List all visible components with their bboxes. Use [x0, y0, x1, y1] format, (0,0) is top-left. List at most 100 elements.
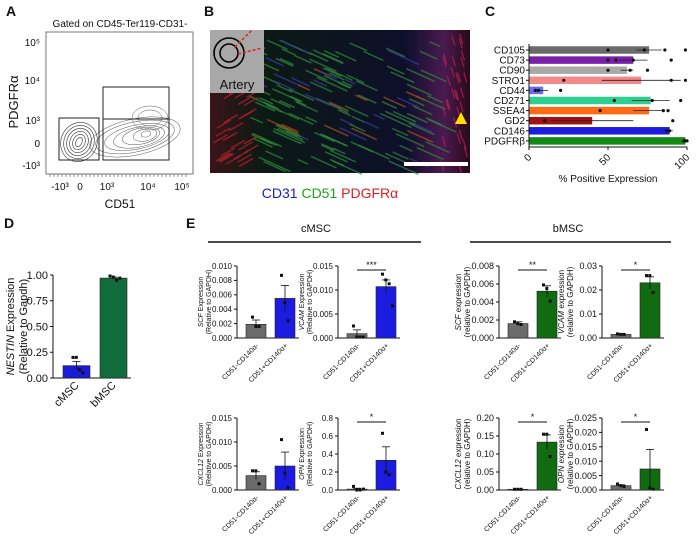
- fiber-streak: [273, 127, 306, 144]
- pdgfra-streak: [456, 72, 462, 83]
- flow-x-tick: 10³: [100, 182, 115, 193]
- subplot-scf: 0.0000.0020.0040.0060.0080.010CD51-CD140…: [198, 262, 299, 384]
- fiber-streak: [281, 123, 299, 133]
- flow-x-label: CD51: [105, 197, 136, 211]
- y-axis-label-2: (relative to GAPDH): [566, 418, 575, 489]
- data-point: [254, 469, 258, 473]
- fiber-streak: [373, 113, 385, 120]
- data-point: [74, 355, 78, 359]
- y-tick-label: 0.000: [212, 334, 233, 343]
- y-axis-label-2: (Relative to GAPDH): [307, 422, 314, 487]
- pdgfra-streak: [215, 127, 231, 137]
- fiber-streak: [364, 121, 380, 129]
- fiber-streak: [288, 88, 315, 102]
- fiber-streak: [260, 137, 277, 147]
- y-tick-label: 0.02: [579, 285, 597, 295]
- fiber-streak: [324, 151, 348, 163]
- fiber-streak: [388, 160, 419, 176]
- fiber-streak: [293, 54, 312, 64]
- fiber-streak: [279, 57, 294, 66]
- panel-e-bar-charts: cMSC bMSC 0.0000.0020.0040.0060.0080.010…: [198, 223, 671, 536]
- data-point: [548, 455, 552, 459]
- y-tick-label: 0.008: [212, 276, 233, 285]
- fiber-streak: [322, 67, 342, 77]
- data-point: [664, 129, 669, 133]
- data-point: [111, 275, 115, 279]
- flow-y-label: PDGFRα: [6, 75, 21, 129]
- fiber-streak: [325, 67, 353, 82]
- y-tick-label: 0.75: [27, 296, 48, 308]
- data-point: [381, 431, 384, 435]
- subplot-vcam: 0.0000.0050.0100.015CD51-CD140α-CD51+CD1…: [299, 260, 400, 384]
- fiber-streak: [384, 110, 416, 126]
- y-tick-label: 0.2: [322, 468, 334, 477]
- y-tick-label: 0.00: [579, 333, 597, 343]
- panel-d-bar-chart: 0.00 0.25 0.50 0.75 1.00 cMSC bMSC NESTIN Expre…: [5, 270, 131, 410]
- y-axis-label-text: expression: [557, 425, 566, 466]
- fiber-streak: [308, 52, 329, 63]
- data-point: [513, 487, 516, 491]
- y-axis-label-gene: NESTIN: [5, 335, 17, 375]
- significance-marker: *: [370, 412, 374, 422]
- bar: [99, 277, 128, 379]
- y-tick-label: 0.03: [579, 261, 597, 271]
- category-label: CD146: [494, 126, 526, 137]
- pdgfra-streak: [446, 99, 451, 110]
- data-point: [642, 48, 646, 52]
- data-point: [254, 324, 258, 328]
- data-point: [519, 323, 523, 326]
- data-point: [390, 304, 394, 308]
- fiber-streak: [276, 84, 293, 93]
- flow-y-tick: -10³: [22, 161, 40, 172]
- fiber-streak: [270, 97, 291, 109]
- pdgfra-streak: [442, 53, 448, 64]
- fiber-streak: [288, 112, 314, 126]
- fiber-streak: [272, 130, 302, 145]
- panel-label-e: E: [186, 215, 195, 231]
- data-point: [606, 68, 610, 72]
- pdgfra-streak: [458, 129, 463, 140]
- artery-inner-circle-icon: [219, 43, 239, 63]
- fiber-streak: [252, 137, 273, 148]
- fiber-streak: [408, 98, 425, 107]
- y-axis-label-2: (relative to GAPDH): [463, 266, 472, 337]
- data-point: [606, 48, 610, 52]
- data-point: [384, 470, 388, 474]
- y-axis-label-text: Expression: [198, 422, 205, 459]
- data-point: [251, 315, 254, 319]
- fiber-streak: [385, 47, 406, 58]
- arrowhead-marker-icon: [455, 112, 467, 124]
- subplot-vcam: 0.000.010.020.03CD51-CD140α-CD51+CD140α+…: [557, 260, 664, 384]
- data-point: [381, 272, 384, 276]
- fiber-streak: [266, 118, 300, 135]
- y-axis-label-text: expression: [454, 418, 463, 459]
- bar-cd105: [529, 46, 650, 54]
- y-tick-label: 0.006: [471, 279, 494, 289]
- y-axis-label-gene: OPN: [557, 466, 566, 484]
- fiber-streak: [357, 94, 377, 104]
- gate-negative: [58, 117, 100, 161]
- fiber-streak: [383, 96, 406, 108]
- fiber-streak: [297, 84, 311, 91]
- y-tick-label: 0.000: [471, 333, 494, 343]
- y-axis-label: VCAM expression: [557, 270, 566, 334]
- data-point: [533, 88, 537, 92]
- fiber-streak: [297, 158, 309, 165]
- category-label: CD44: [499, 86, 525, 97]
- pdgfra-streak: [237, 95, 253, 106]
- fiber-streak: [294, 99, 307, 107]
- data-point: [622, 485, 626, 489]
- y-axis-label-2: (relative to GAPDH): [463, 418, 472, 489]
- pdgfra-streak: [228, 121, 244, 132]
- bar: [507, 323, 529, 339]
- panel-label-c: C: [485, 3, 495, 19]
- data-point: [361, 487, 365, 491]
- fiber-streak: [323, 124, 349, 137]
- fiber-streak: [266, 39, 288, 51]
- y-axis-label: SCF expression: [454, 274, 463, 331]
- y-tick-label: 0.010: [313, 286, 334, 295]
- y-axis-label-text: expression: [557, 270, 566, 311]
- legend-cd51: CD51: [301, 185, 337, 201]
- y-tick-label: 0.00: [476, 485, 494, 495]
- y-tick-label: 0.10: [476, 449, 494, 459]
